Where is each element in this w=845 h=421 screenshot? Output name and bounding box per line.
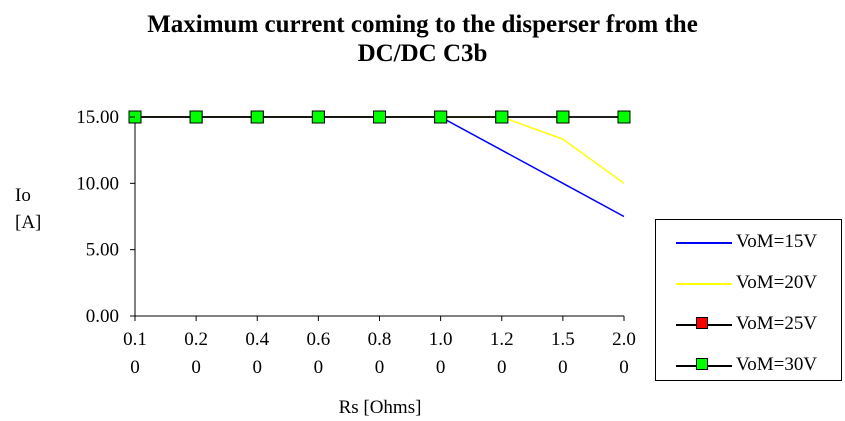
data-point-vom-30v: [250, 110, 264, 124]
data-point-vom-30v: [495, 110, 509, 124]
x-tick-label-line-2: 0: [314, 357, 324, 378]
x-tick-label: 0.1: [123, 329, 147, 350]
x-tick-label: 1.2: [490, 329, 514, 350]
legend-item-vom-25v: VoM=25V: [656, 312, 841, 336]
legend-label-vom-15v: VoM=15V: [736, 231, 818, 252]
legend-line-vom-15v: [676, 242, 732, 244]
legend-marker-vom-25v: [696, 317, 708, 329]
legend-line-vom-20v: [676, 283, 732, 285]
x-tick-label-line-2: 0: [191, 357, 201, 378]
x-tick-label: 2.0: [612, 329, 636, 350]
x-tick-label: 0.8: [368, 329, 392, 350]
x-tick-label-line-2: 0: [130, 357, 140, 378]
series-line-vom-15v: [135, 116, 625, 218]
legend-item-vom-30v: VoM=30V: [656, 353, 841, 377]
y-tick-label: 15.00: [76, 107, 119, 128]
y-axis-label-line-2: [A]: [15, 212, 42, 233]
x-tick-label-line-2: 0: [619, 357, 629, 378]
chart-title-line-2: DC/DC C3b: [357, 40, 488, 67]
x-tick-label-line-2: 0: [375, 357, 385, 378]
x-tick-label: 0.4: [245, 329, 269, 350]
legend-label-vom-25v: VoM=25V: [736, 313, 818, 334]
x-tick-label-line-2: 0: [436, 357, 446, 378]
legend-item-vom-20v: VoM=20V: [656, 271, 841, 295]
legend-label-vom-20v: VoM=20V: [736, 272, 818, 293]
data-point-vom-30v: [617, 110, 631, 124]
x-tick-label-line-2: 0: [497, 357, 507, 378]
data-point-vom-30v: [189, 110, 203, 124]
chart-title-line-1: Maximum current coming to the disperser …: [147, 11, 698, 38]
y-axis-label: Io [A]: [15, 182, 41, 236]
x-tick-label: 0.6: [307, 329, 331, 350]
data-point-vom-30v: [556, 110, 570, 124]
x-tick-label: 0.2: [184, 329, 208, 350]
x-axis-label: Rs [Ohms]: [338, 397, 422, 418]
y-tick-label: 5.00: [86, 240, 119, 261]
series-line-vom-20v: [135, 116, 625, 184]
x-tick-label: 1.5: [551, 329, 575, 350]
data-point-vom-30v: [434, 110, 448, 124]
data-point-vom-30v: [311, 110, 325, 124]
y-tick-label: 0.00: [86, 306, 119, 327]
x-tick-label-line-2: 0: [253, 357, 263, 378]
y-axis-label-line-1: Io: [15, 185, 31, 206]
chart-legend: VoM=15V VoM=20V VoM=25V VoM=30V: [655, 219, 842, 381]
chart-title: Maximum current coming to the disperser …: [0, 10, 845, 68]
x-tick-label-line-2: 0: [558, 357, 568, 378]
data-point-vom-30v: [373, 110, 386, 124]
x-tick-label: 1.0: [429, 329, 453, 350]
legend-marker-vom-30v: [696, 358, 708, 370]
legend-label-vom-30v: VoM=30V: [736, 354, 818, 375]
legend-item-vom-15v: VoM=15V: [656, 230, 841, 254]
y-tick-label: 10.00: [76, 173, 119, 194]
